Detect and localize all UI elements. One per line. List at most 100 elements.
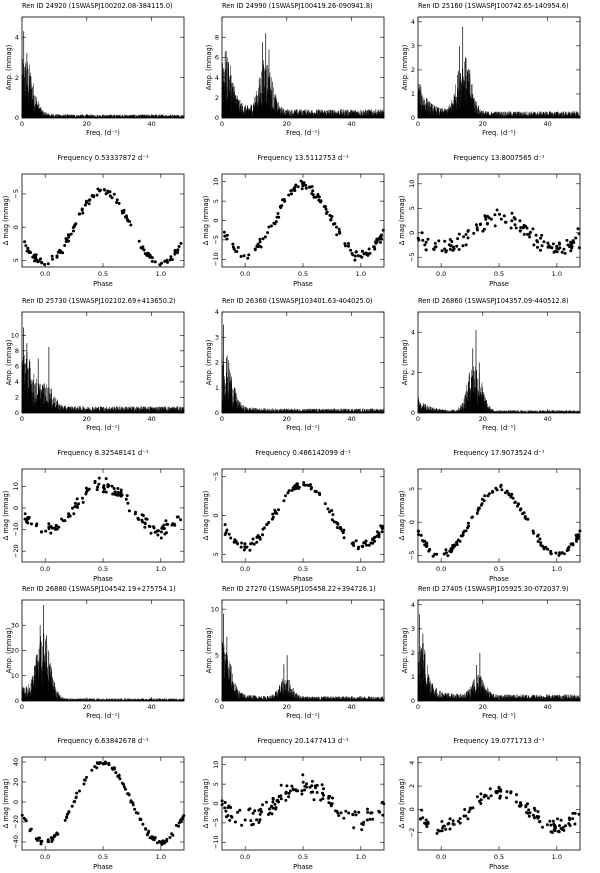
- phase-point: [144, 827, 148, 831]
- phase-point: [308, 785, 312, 789]
- phase-point: [527, 808, 531, 812]
- x-tick-label: 40: [347, 703, 355, 711]
- phase-point: [143, 522, 147, 526]
- phase-point: [267, 225, 271, 229]
- phase-point: [139, 818, 143, 821]
- phase-point: [73, 223, 77, 227]
- phase-point: [282, 499, 286, 503]
- phase-point: [428, 548, 432, 551]
- phase-point: [532, 806, 536, 810]
- periodogram-spectrum: [21, 58, 185, 118]
- x-tick-label: 40: [347, 415, 355, 423]
- y-tick-label: 0: [411, 409, 415, 417]
- phase-point: [477, 507, 480, 510]
- y-tick-label: 3: [411, 625, 415, 633]
- phase-point: [261, 533, 264, 537]
- x-tick-label: 0.5: [98, 270, 108, 278]
- periodogram-spectrum: [417, 366, 581, 413]
- phase-point: [562, 552, 566, 556]
- phase-point: [275, 799, 279, 803]
- y-axis-label: Amp. (mmag): [401, 628, 409, 674]
- periodogram-frame: [21, 16, 185, 119]
- phase-point: [104, 192, 108, 196]
- phase-point: [546, 547, 550, 551]
- phase-point: [518, 219, 522, 223]
- phase-point: [538, 537, 542, 541]
- phase-point: [23, 240, 27, 244]
- x-tick-label: 1.0: [552, 565, 562, 573]
- phase-point: [339, 811, 343, 815]
- phase-point: [312, 798, 316, 802]
- phase-point: [417, 533, 420, 537]
- phase-point: [366, 810, 370, 814]
- phase-point: [464, 243, 468, 247]
- phase-point: [126, 219, 130, 223]
- phase-point: [248, 548, 252, 552]
- phase-point: [239, 545, 243, 549]
- x-axis-label: Freq. (d⁻¹): [482, 712, 516, 720]
- phase-point: [166, 260, 169, 264]
- phase-point: [449, 547, 453, 551]
- y-axis-label: Amp. (mmag): [205, 340, 213, 386]
- y-axis-label: Δ mag (mmag): [202, 196, 210, 246]
- phase-point: [528, 235, 532, 239]
- phase-point: [441, 824, 445, 828]
- panel-ren-id-24990: Ren ID 24990 (1SWASPJ100419.26-090941.8)…: [202, 2, 385, 288]
- y-tick-label: 2: [15, 394, 19, 402]
- x-axis-label: Freq. (d⁻¹): [286, 129, 320, 137]
- phase-point: [377, 531, 381, 535]
- phase-point: [96, 187, 100, 191]
- phase-point: [362, 541, 366, 545]
- phase-point: [137, 518, 141, 521]
- phase-point: [141, 822, 145, 826]
- phase-point: [50, 526, 54, 530]
- phase-point: [231, 242, 235, 246]
- phase-point: [176, 248, 180, 252]
- periodogram-plot: 0 20 40 0 1 2 3 4 Freq. (d⁻¹) Amp. (mmag): [205, 308, 385, 432]
- phase-point: [504, 220, 508, 224]
- phase-point: [260, 810, 263, 814]
- phase-point: [112, 192, 116, 196]
- phase-point: [163, 532, 167, 536]
- phase-point: [448, 817, 452, 821]
- phase-point: [347, 244, 350, 248]
- phase-point: [531, 813, 535, 817]
- y-tick-label: −10: [12, 523, 20, 537]
- phase-point: [440, 249, 444, 253]
- phase-point: [557, 553, 561, 557]
- phase-point: [69, 232, 73, 236]
- phase-point: [541, 825, 544, 829]
- phase-point: [573, 822, 577, 826]
- phase-point: [495, 208, 499, 212]
- phase-frame: [417, 468, 581, 563]
- phase-point: [279, 783, 283, 787]
- x-tick-label: 0: [20, 415, 24, 423]
- phase-point: [33, 259, 37, 263]
- phase-point: [466, 229, 470, 233]
- phase-point: [258, 812, 262, 816]
- phase-point: [555, 244, 559, 248]
- phase-point: [77, 212, 81, 216]
- phase-point: [299, 179, 303, 183]
- y-tick-label: −5: [408, 252, 416, 262]
- phase-point: [332, 520, 336, 524]
- phase-point: [170, 258, 174, 261]
- phase-point: [255, 818, 259, 822]
- phase-point: [102, 487, 106, 491]
- phase-point: [380, 527, 384, 530]
- phase-point: [574, 537, 578, 541]
- phase-point: [302, 481, 306, 484]
- phase-point: [351, 253, 355, 257]
- phase-point: [87, 202, 91, 206]
- phase-point: [296, 185, 300, 189]
- phase-point: [539, 248, 542, 252]
- periodogram-plot: 0 20 40 0 2 4 6 8 Freq. (d⁻¹) Amp. (mmag): [205, 16, 385, 137]
- phase-point: [253, 809, 257, 813]
- phase-point: [66, 515, 70, 519]
- phase-point: [566, 548, 570, 552]
- phase-point: [461, 244, 465, 248]
- phase-point: [50, 836, 54, 840]
- phase-point: [250, 541, 254, 545]
- phase-point: [551, 242, 555, 246]
- phase-point: [542, 546, 546, 550]
